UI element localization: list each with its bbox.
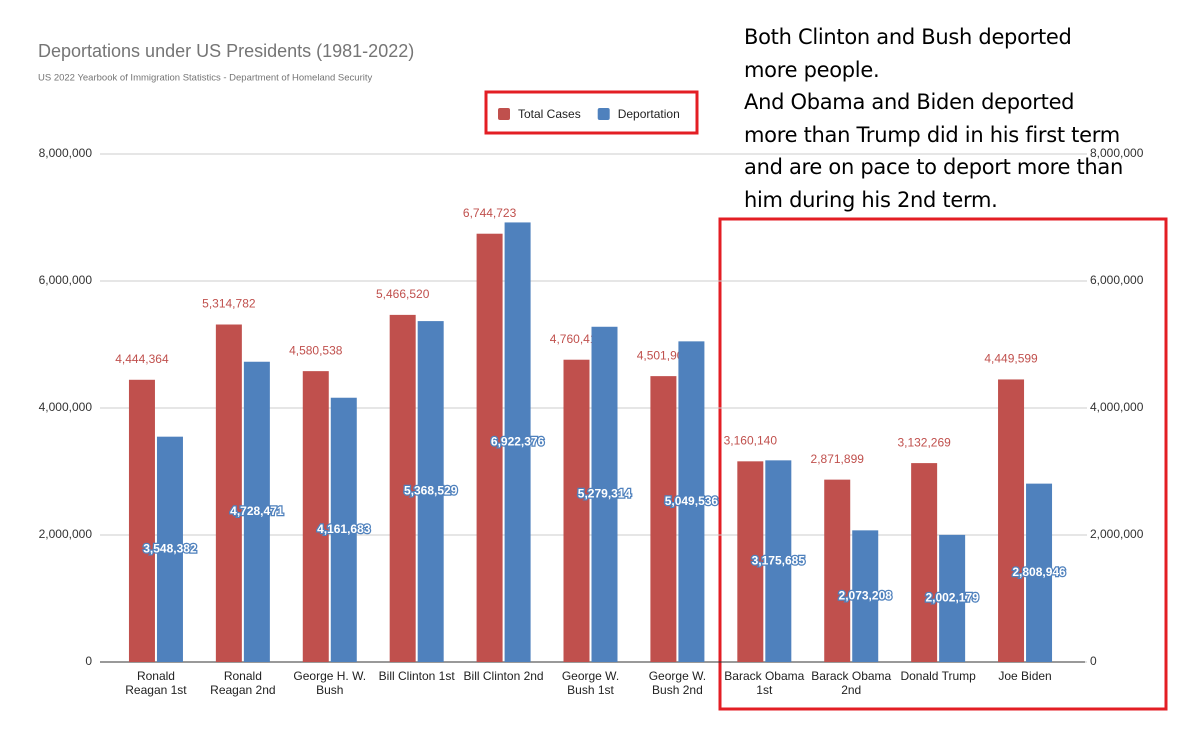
x-tick-label: Donald Trump [900,669,976,683]
data-label: 2,002,179 [925,591,979,605]
bar [302,371,329,662]
y-tick-label: 4,000,000 [39,400,93,414]
region-highlight [718,217,1168,711]
annotation-line: more people. [744,57,880,82]
bar [215,324,242,662]
bar [128,379,155,662]
annotation-line: and are on pace to deport more than [744,155,1124,179]
data-label: 6,744,723 [463,206,517,220]
annotation: Both Clinton and Bush deported more peopl… [744,21,1174,216]
x-tick-label: George H. W. Bush [293,669,367,697]
data-label: 4,580,538 [289,343,343,357]
bar [156,436,183,662]
bar [998,379,1025,662]
data-label: 5,466,520 [376,287,430,301]
data-label: 6,922,376 [491,434,545,448]
bar [1026,483,1053,662]
legend-highlight [484,90,699,135]
y2-tick-label: 8,000,000 [1090,146,1144,160]
data-label: 4,161,683 [317,522,371,536]
data-label: 4,444,364 [115,352,169,366]
bar [678,341,705,662]
chart-title: Deportations under US Presidents (1981-2… [38,41,414,61]
data-label: 4,449,599 [984,352,1038,366]
bar [765,460,792,662]
y2-tick-label: 4,000,000 [1090,400,1144,414]
bar [330,397,357,662]
x-tick-label: Barack Obama 1st [724,669,805,697]
bar [417,321,444,662]
annotation-line: And Obama and Biden deported [744,90,1075,114]
bar [650,376,677,662]
data-label: 3,160,140 [724,434,778,448]
data-label: 3,132,269 [897,435,951,449]
bar [243,361,270,662]
data-label: 5,279,314 [578,487,632,501]
x-tick-label: Ronald Reagan 2nd [210,669,276,697]
data-label: 4,501,905 [637,348,691,362]
data-label: 4,728,471 [230,504,284,518]
bar [563,359,590,662]
annotation-line: Both Clinton and Bush deported [744,25,1072,49]
x-tick-label: George W. Bush 2nd [648,669,707,697]
bar [737,461,764,662]
x-tick-label: Joe Biden [998,669,1052,683]
data-label: 2,871,899 [811,452,865,466]
y2-tick-label: 2,000,000 [1090,527,1144,541]
legend-swatch [597,108,610,120]
chart-subtitle: US 2022 Yearbook of Immigration Statisti… [38,73,372,84]
annotation-line: more than Trump did in his first term [744,122,1120,147]
y-tick-label: 8,000,000 [39,146,93,160]
data-label: 3,548,382 [143,542,197,556]
y-tick-label: 6,000,000 [39,273,93,287]
data-label: 3,175,685 [752,553,806,567]
bar [911,463,938,662]
data-label: 4,760,410 [550,332,604,346]
data-label: 2,808,946 [1012,565,1066,579]
bar [504,222,531,662]
legend-label: Deportation [618,107,680,121]
legend-swatch [498,108,510,120]
y-tick-label: 2,000,000 [39,527,93,541]
y2-tick-label: 0 [1090,654,1097,668]
bar [824,479,851,662]
x-tick-label: George W. Bush 1st [561,669,620,697]
x-tick-label: Ronald Reagan 1st [125,669,187,697]
bar [852,530,879,662]
data-label: 5,049,536 [665,494,719,508]
annotation-line: him during his 2nd term. [744,187,998,212]
bar [476,233,503,662]
bar [591,326,618,662]
x-tick-label: Bill Clinton 2nd [463,669,544,683]
y-tick-label: 0 [85,654,92,668]
bar [389,314,416,662]
legend-label: Total Cases [518,107,581,121]
data-label: 5,368,529 [404,484,458,498]
y2-tick-label: 6,000,000 [1090,273,1144,287]
x-tick-label: Barack Obama 2nd [811,669,892,697]
x-tick-label: Bill Clinton 1st [378,669,455,683]
data-label: 2,073,208 [839,588,893,602]
data-label: 5,314,782 [202,297,256,311]
bar [939,534,966,662]
